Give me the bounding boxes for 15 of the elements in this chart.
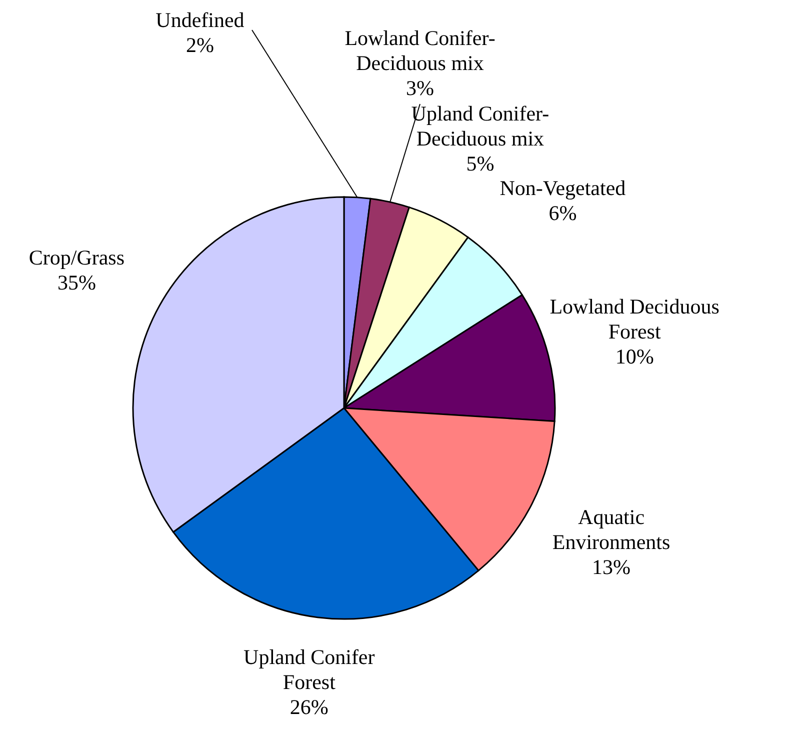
data-label: 5%	[466, 152, 494, 176]
data-label: 3%	[406, 76, 434, 100]
data-label: 10%	[615, 344, 654, 368]
data-label: 6%	[548, 200, 577, 225]
data-label: 35%	[57, 270, 96, 294]
data-label: 26%	[290, 694, 328, 719]
data-label: 2%	[186, 32, 214, 57]
slice-label: Lowland Deciduous Forest	[550, 294, 720, 344]
slice-label: Non-Vegetated	[500, 176, 626, 200]
data-label: 13%	[592, 555, 631, 580]
slice-label: Crop/Grass	[28, 245, 125, 270]
slice-label: Upland Conifer Forest	[244, 644, 375, 694]
slice-label: Aquatic Environments	[552, 505, 670, 554]
slice-label: Lowland Conifer-Deciduous mix	[344, 26, 496, 75]
slice-label: Undefined	[156, 8, 245, 32]
